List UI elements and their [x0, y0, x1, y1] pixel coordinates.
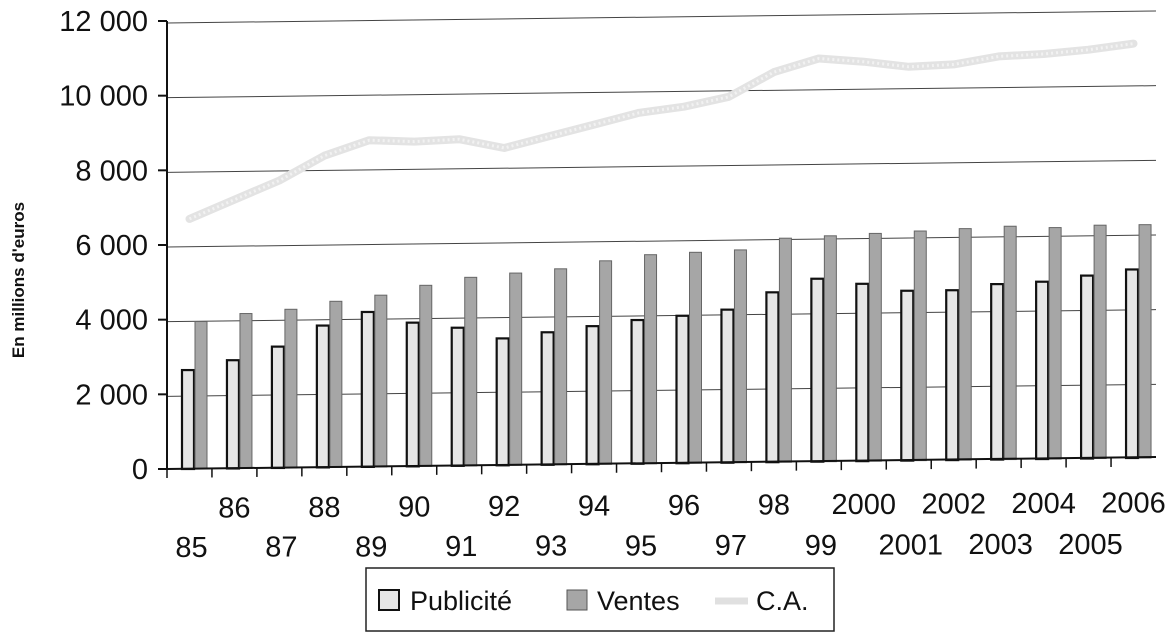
bar-publicite	[1124, 268, 1140, 460]
bar-publicite	[405, 321, 420, 468]
bar-ventes	[194, 321, 208, 470]
x-tick-label: 89	[355, 531, 387, 563]
bar-publicite	[1079, 274, 1095, 460]
bar-ventes	[1093, 224, 1107, 460]
bar-publicite	[315, 324, 330, 469]
y-tick-label: 6 000	[75, 230, 148, 262]
legend-box	[365, 567, 835, 632]
bar-publicite	[450, 326, 465, 467]
bar-publicite	[360, 310, 375, 469]
bar-publicite	[630, 318, 645, 465]
bar-ventes	[419, 284, 433, 467]
ca-line-texture	[188, 42, 1134, 221]
legend: Publicité Ventes C.A.	[365, 567, 835, 632]
bar-ventes	[599, 260, 613, 465]
x-tick-label: 97	[715, 530, 747, 562]
x-tick-label: 90	[398, 492, 430, 524]
bar-ventes	[778, 237, 792, 463]
y-tick-label: 12 000	[59, 6, 148, 38]
x-tick-label: 88	[308, 492, 340, 524]
x-tick-label: 93	[535, 531, 567, 563]
gridline	[166, 10, 1157, 24]
x-tick-label: 2006	[1101, 488, 1166, 520]
bar-publicite	[990, 283, 1005, 461]
gridline	[166, 85, 1157, 99]
ca-line	[185, 39, 1138, 223]
x-tick-label: 85	[175, 532, 207, 564]
bar-ventes	[329, 300, 343, 468]
bar-publicite	[495, 337, 510, 467]
y-tick-labels: 0 2 000 4 000 6 000 8 000 10 000 12 000	[59, 6, 148, 486]
bar-ventes	[1003, 225, 1017, 461]
bar-publicite	[810, 277, 825, 463]
bar-ventes	[1048, 227, 1062, 460]
legend-label-ca: C.A.	[756, 586, 809, 616]
x-tick-label: 2005	[1058, 529, 1123, 561]
gridline	[166, 159, 1157, 173]
bar-ventes	[913, 230, 927, 462]
bar-publicite	[1035, 280, 1050, 461]
bars	[180, 224, 1152, 471]
x-tick-label: 94	[578, 491, 610, 523]
bar-publicite	[945, 289, 960, 462]
y-tick-label: 0	[132, 454, 148, 486]
x-tick-label: 2004	[1011, 488, 1076, 520]
ca-line-layer	[185, 39, 1138, 223]
x-tick-label: 2000	[832, 489, 897, 521]
legend-swatch-ventes	[566, 589, 588, 611]
x-tick-label: 92	[488, 491, 520, 523]
y-tick-label: 4 000	[75, 305, 148, 337]
bar-publicite	[675, 314, 690, 465]
bar-ventes	[509, 272, 523, 466]
bar-publicite	[765, 291, 780, 464]
x-tick-label: 96	[668, 490, 700, 522]
bar-ventes	[239, 313, 253, 469]
bar-ventes	[1138, 224, 1152, 459]
gridline	[166, 234, 1157, 248]
x-tick-label: 86	[218, 493, 250, 525]
bar-publicite	[900, 289, 915, 462]
bar-publicite	[720, 308, 735, 464]
bar-publicite	[180, 368, 196, 471]
x-axis	[166, 456, 1157, 470]
bar-ventes	[868, 232, 882, 462]
axes	[158, 20, 1157, 478]
x-tick-label: 87	[265, 532, 297, 564]
x-tick-label: 99	[805, 530, 837, 562]
y-axis-label: En millions d'euros	[9, 202, 28, 358]
y-tick-label: 8 000	[75, 155, 148, 187]
bar-ventes	[464, 276, 478, 467]
bar-ventes	[958, 228, 972, 461]
x-tick-label: 95	[625, 530, 657, 562]
bar-ventes	[554, 268, 568, 466]
bar-publicite	[585, 325, 600, 466]
bar-publicite	[225, 359, 241, 470]
x-tick-label: 91	[445, 531, 477, 563]
y-tick-label: 10 000	[59, 81, 148, 113]
x-tick-label: 2003	[968, 529, 1033, 561]
legend-swatch-publicite	[378, 589, 400, 611]
legend-label-publicite: Publicité	[410, 586, 512, 616]
x-tick-label: 98	[758, 490, 790, 522]
x-tick-label: 2002	[921, 489, 986, 521]
x-tick-label: 2001	[878, 529, 943, 561]
bar-ventes	[689, 251, 702, 464]
bar-ventes	[284, 308, 298, 469]
bar-ventes	[823, 235, 837, 463]
legend-label-ventes: Ventes	[597, 586, 680, 616]
x-tick-labels: 85 86 87 88 89 90 91 92 93 94 95 96 97 98 99 2000 2001 20…	[175, 488, 1165, 565]
bar-publicite	[855, 282, 870, 463]
bar-publicite	[270, 345, 286, 470]
bar-publicite	[540, 331, 555, 466]
bar-ventes	[374, 294, 388, 468]
bar-ventes	[733, 249, 747, 464]
y-tick-label: 2 000	[75, 379, 148, 411]
bar-ventes	[644, 254, 658, 465]
